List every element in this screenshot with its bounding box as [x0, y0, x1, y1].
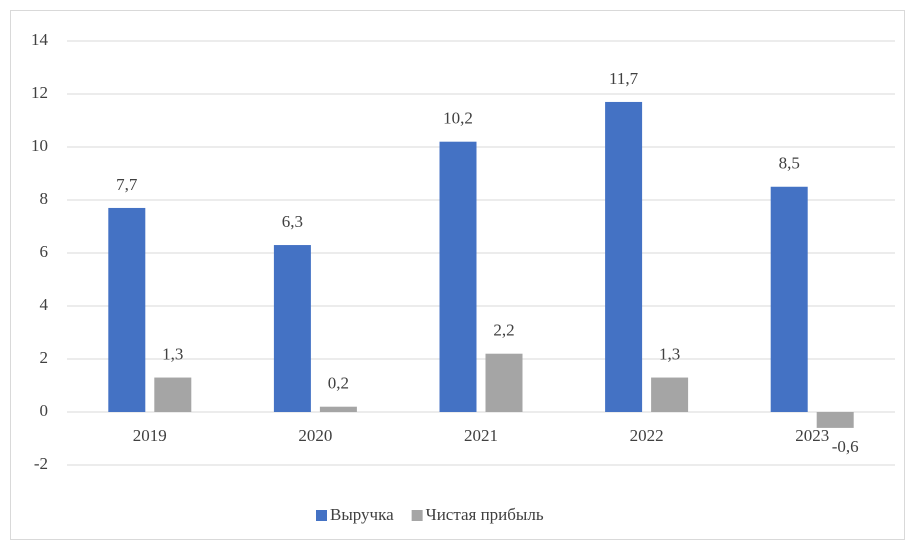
bar [273, 245, 311, 412]
bar [816, 412, 854, 428]
legend-swatch [411, 510, 423, 521]
x-tick-label: 2022 [630, 426, 664, 445]
data-label: 8,5 [779, 154, 800, 173]
y-tick-label: 10 [31, 136, 48, 155]
data-label: 10,2 [443, 109, 473, 128]
y-tick-label: 12 [31, 83, 48, 102]
y-tick-label: 0 [40, 401, 49, 420]
data-label: 1,3 [659, 344, 680, 363]
bar [651, 377, 689, 412]
y-tick-label: 4 [40, 295, 49, 314]
y-tick-label: 2 [40, 348, 49, 367]
bar [319, 406, 357, 412]
bar [485, 353, 523, 412]
y-tick-label: 14 [31, 30, 49, 49]
data-label: -0,6 [832, 437, 859, 456]
x-tick-label: 2023 [795, 426, 829, 445]
data-label: 1,3 [162, 344, 183, 363]
legend-label: Чистая прибыль [426, 505, 544, 524]
x-tick-label: 2019 [133, 426, 167, 445]
data-label: 6,3 [282, 212, 303, 231]
y-tick-label: 8 [40, 189, 49, 208]
data-label: 7,7 [116, 175, 138, 194]
legend-label: Выручка [330, 505, 394, 524]
x-tick-label: 2021 [464, 426, 498, 445]
data-label: 2,2 [493, 321, 514, 340]
bar [154, 377, 192, 412]
bar [770, 186, 808, 412]
bar [439, 141, 477, 412]
legend-swatch [316, 510, 327, 521]
x-tick-label: 2020 [298, 426, 332, 445]
bar [605, 101, 643, 412]
data-label: 11,7 [609, 69, 639, 88]
data-label: 0,2 [328, 374, 349, 393]
y-tick-label: -2 [34, 454, 48, 473]
y-tick-label: 6 [40, 242, 49, 261]
bar [108, 207, 146, 412]
